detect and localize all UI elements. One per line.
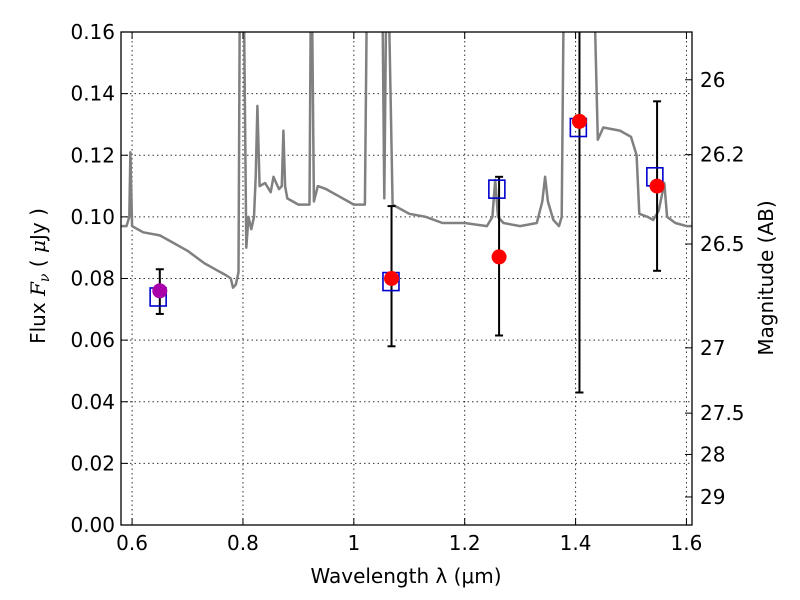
x-tick-label: 1.6 xyxy=(671,531,703,555)
errorbars xyxy=(155,32,662,394)
observed-points xyxy=(152,113,665,299)
observed-point xyxy=(649,178,665,194)
observed-point xyxy=(152,283,168,299)
y-tick-label: 0.16 xyxy=(70,20,115,44)
observed-point xyxy=(571,113,587,129)
y2-tick-label: 28 xyxy=(700,442,725,466)
x-tick-label: 1 xyxy=(347,531,360,555)
observed-point xyxy=(491,249,507,265)
y2-tick-label: 27.5 xyxy=(700,401,745,425)
y-tick-label: 0.02 xyxy=(70,451,115,475)
y-axis-title: Flux Fν ( μJy ) xyxy=(26,208,53,344)
y-tick-label: 0.08 xyxy=(70,267,115,291)
observed-point xyxy=(384,271,400,286)
y-tick-label: 0.06 xyxy=(70,328,115,352)
y-tick-label: 0.12 xyxy=(70,143,115,167)
x-axis-title: Wavelength λ (μm) xyxy=(310,564,501,588)
y2-tick-label: 26.2 xyxy=(700,143,745,167)
plot-area xyxy=(121,32,692,394)
x-tick-label: 1.4 xyxy=(560,531,592,555)
x-tick-label: 1.2 xyxy=(449,531,481,555)
y2-tick-label: 26.5 xyxy=(700,232,745,256)
y2-axis-title: Magnitude (AB) xyxy=(754,200,778,355)
y-tick-label: 0.00 xyxy=(70,513,115,537)
x-axis-ticks: 0.6 0.8 1 1.2 1.4 1.6 xyxy=(116,32,702,555)
y2-tick-label: 26 xyxy=(700,68,725,92)
y-axis-ticks: 0.00 0.02 0.04 0.06 0.08 0.10 0.12 0.14 0.16 xyxy=(70,20,128,537)
model-box xyxy=(488,179,506,199)
y2-tick-label: 29 xyxy=(700,485,725,509)
model-spectrum-line xyxy=(121,32,692,289)
grid-lines xyxy=(121,31,692,526)
y2-axis-ticks: 26 26.2 26.5 27 27.5 28 29 xyxy=(685,68,745,509)
x-tick-label: 0.8 xyxy=(227,531,259,555)
y-tick-label: 0.10 xyxy=(70,205,115,229)
y-tick-label: 0.04 xyxy=(70,390,115,414)
y2-tick-label: 27 xyxy=(700,336,725,360)
y-tick-label: 0.14 xyxy=(70,82,115,106)
x-tick-label: 0.6 xyxy=(116,531,148,555)
